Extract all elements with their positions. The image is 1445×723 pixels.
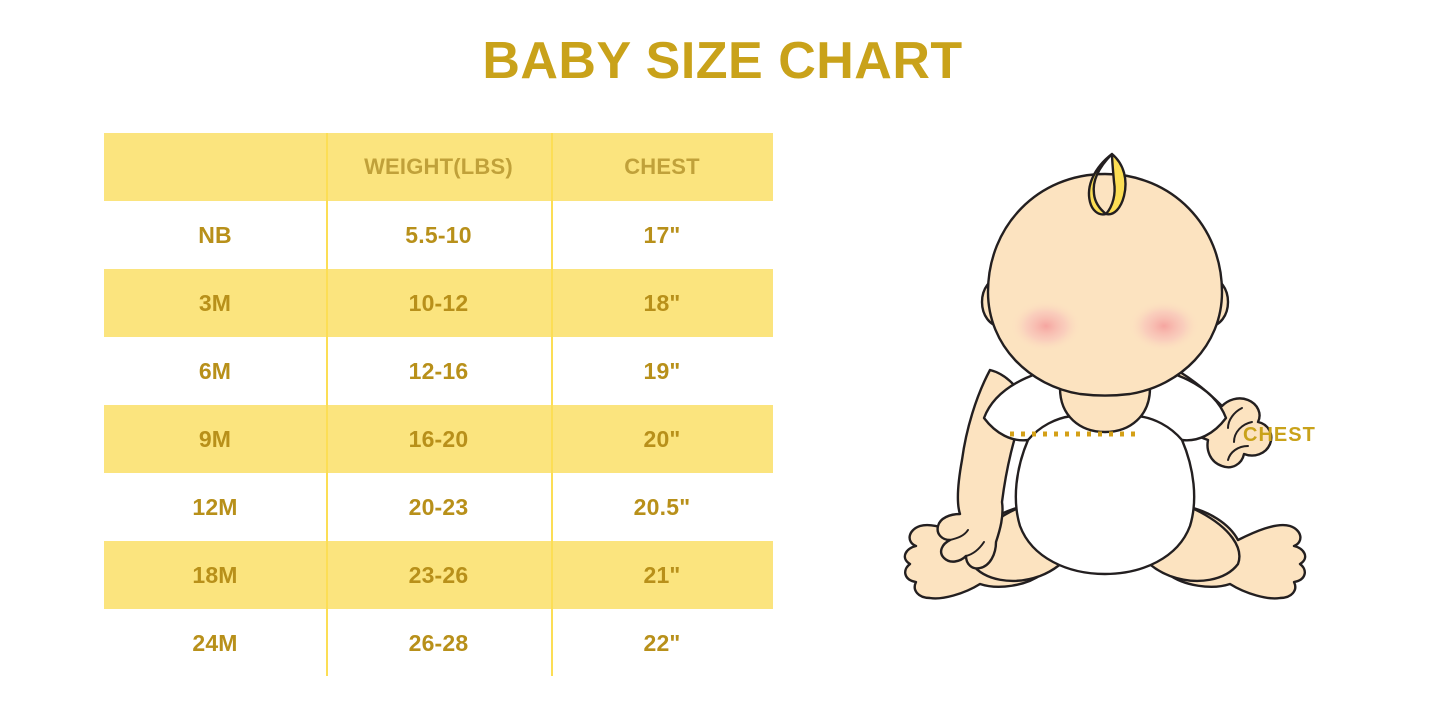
cell-size: 24M	[192, 629, 238, 656]
cell-chest: 21"	[643, 561, 681, 588]
table-row: 18M 23-26 21"	[104, 541, 773, 609]
table-row: 6M 12-16 19"	[104, 337, 773, 405]
cell-chest: 20.5"	[633, 493, 691, 520]
cell-weight: 20-23	[408, 493, 469, 520]
cell-weight: 26-28	[408, 629, 469, 656]
cell-size: NB	[198, 221, 232, 248]
column-header-weight: WEIGHT(LBS)	[364, 154, 513, 179]
cell-chest: 17"	[643, 221, 681, 248]
chest-label: CHEST	[1243, 424, 1316, 446]
cell-size: 6M	[198, 357, 232, 384]
left-fist-lines	[949, 529, 985, 557]
cell-size: 9M	[198, 425, 232, 452]
table-row: 3M 10-12 18"	[104, 269, 773, 337]
right-fist-lines	[1227, 407, 1253, 461]
table-row: 24M 26-28 22"	[104, 609, 773, 677]
table-row: NB 5.5-10 17"	[104, 201, 773, 269]
table-header-row: WEIGHT(LBS) CHEST	[104, 133, 773, 201]
column-divider-2	[551, 133, 553, 676]
cell-weight: 23-26	[408, 561, 469, 588]
cell-chest: 20"	[643, 425, 681, 452]
left-blush	[1010, 300, 1082, 352]
cell-weight: 10-12	[408, 289, 469, 316]
page-title: BABY SIZE CHART	[482, 32, 963, 90]
cell-size: 12M	[192, 493, 238, 520]
table-row: 12M 20-23 20.5"	[104, 473, 773, 541]
cell-size: 3M	[198, 289, 232, 316]
size-table: WEIGHT(LBS) CHEST NB 5.5-10 17" 3M 10-12…	[104, 133, 773, 677]
sitting-baby-illustration	[903, 152, 1307, 600]
cell-chest: 19"	[643, 357, 681, 384]
hair-curl	[1087, 152, 1127, 216]
cell-chest: 22"	[643, 629, 681, 656]
cell-chest: 18"	[643, 289, 681, 316]
cell-weight: 12-16	[408, 357, 469, 384]
column-divider-1	[326, 133, 328, 676]
column-header-chest: CHEST	[624, 154, 700, 179]
right-blush	[1128, 300, 1200, 352]
cell-weight: 5.5-10	[405, 221, 472, 248]
cell-weight: 16-20	[408, 425, 469, 452]
cell-size: 18M	[192, 561, 238, 588]
table-row: 9M 16-20 20"	[104, 405, 773, 473]
head	[986, 172, 1224, 397]
